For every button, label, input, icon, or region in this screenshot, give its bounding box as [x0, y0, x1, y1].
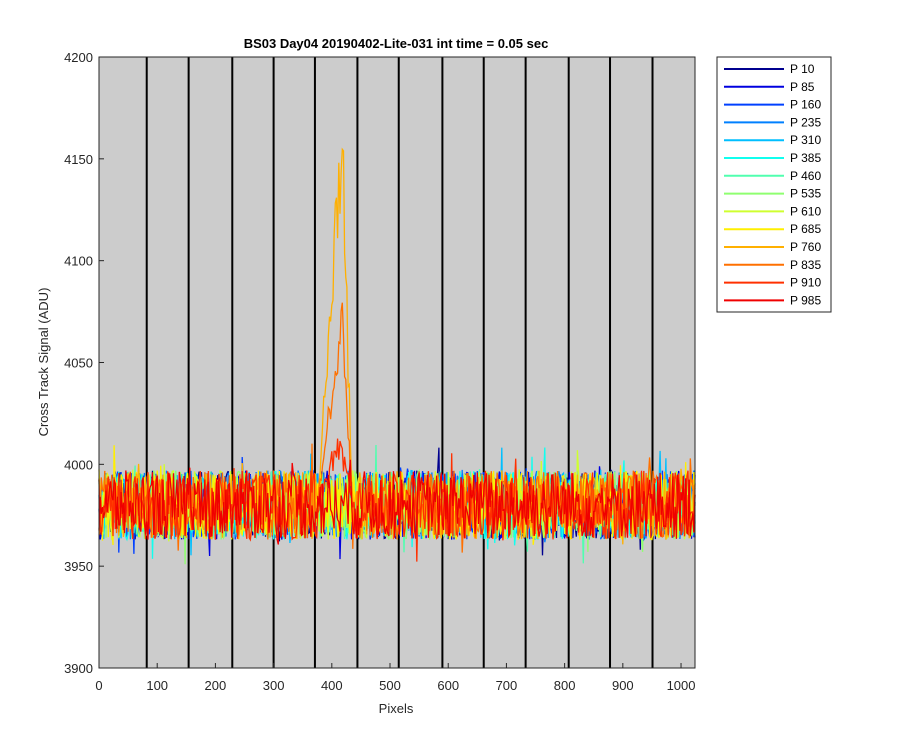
plot-area [98, 56, 696, 669]
legend-label: P 985 [790, 293, 821, 307]
legend-label: P 310 [790, 133, 821, 147]
plot-background [99, 57, 695, 668]
legend-label: P 10 [790, 62, 815, 76]
legend-label: P 910 [790, 276, 821, 290]
legend-item: P 760 [724, 240, 821, 254]
legend-item: P 160 [724, 98, 821, 112]
legend-item: P 85 [724, 80, 815, 94]
legend-item: P 610 [724, 204, 821, 218]
chart-title: BS03 Day04 20190402-Lite-031 int time = … [244, 36, 549, 51]
x-tick-label-1000: 1000 [667, 678, 696, 693]
y-tick-label-4000: 4000 [64, 457, 93, 472]
legend-label: P 685 [790, 222, 821, 236]
y-axis: 3900 3950 4000 4050 4100 4150 4200 [64, 50, 104, 676]
x-tick-label-900: 900 [612, 678, 634, 693]
legend-item: P 385 [724, 151, 821, 165]
x-tick-label-600: 600 [437, 678, 459, 693]
y-tick-label-4050: 4050 [64, 356, 93, 371]
y-tick-label-4200: 4200 [64, 50, 93, 65]
legend-label: P 610 [790, 204, 821, 218]
y-tick-label-4150: 4150 [64, 152, 93, 167]
y-tick-label-3900: 3900 [64, 661, 93, 676]
x-tick-label-100: 100 [146, 678, 168, 693]
x-tick-label-700: 700 [496, 678, 518, 693]
x-tick-label-400: 400 [321, 678, 343, 693]
legend-label: P 235 [790, 115, 821, 129]
legend-item: P 985 [724, 293, 821, 307]
legend-label: P 160 [790, 98, 821, 112]
legend-label: P 460 [790, 169, 821, 183]
x-tick-label-200: 200 [205, 678, 227, 693]
legend-item: P 310 [724, 133, 821, 147]
y-tick-label-3950: 3950 [64, 559, 93, 574]
vertical-lines [145, 57, 654, 668]
legend-item: P 235 [724, 115, 821, 129]
x-axis-label: Pixels [379, 701, 414, 716]
x-tick-label-800: 800 [554, 678, 576, 693]
legend-item: P 460 [724, 169, 821, 183]
legend-item: P 535 [724, 187, 821, 201]
x-tick-label-300: 300 [263, 678, 285, 693]
legend-box [716, 56, 832, 313]
series-lines [98, 147, 696, 565]
x-tick-label-500: 500 [379, 678, 401, 693]
legend-label: P 385 [790, 151, 821, 165]
legend-item: P 835 [724, 258, 821, 272]
legend-item: P 910 [724, 276, 821, 290]
legend-label: P 535 [790, 187, 821, 201]
legend-item: P 685 [724, 222, 821, 236]
legend-label: P 760 [790, 240, 821, 254]
series-line-p-985 [98, 459, 696, 545]
x-tick-label-0: 0 [95, 678, 102, 693]
legend: P 10 P 85 P 160 P 235 P 310 P 385 P 460 P 535 P … [716, 56, 832, 313]
x-axis: 0 100 200 300 400 500 600 700 800 900 1000 [95, 663, 695, 693]
y-tick-label-4100: 4100 [64, 254, 93, 269]
y-axis-label: Cross Track Signal (ADU) [36, 288, 51, 437]
legend-item: P 10 [724, 62, 815, 76]
legend-label: P 85 [790, 80, 815, 94]
legend-label: P 835 [790, 258, 821, 272]
